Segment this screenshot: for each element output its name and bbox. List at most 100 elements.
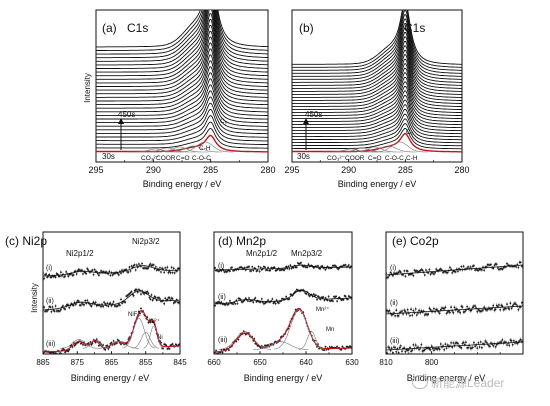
panel-a-spectrum-27 (96, 10, 268, 59)
panel-e-envelope-2 (386, 305, 523, 315)
panel-b-spectrum-21 (292, 40, 462, 92)
panel-a-spectrum-9 (96, 84, 268, 124)
panel-c-ann-ni2p12: Ni2p1/2 (66, 249, 94, 258)
panel-d-xtick-label-2: 640 (299, 358, 313, 367)
panel-b-spectrum-5 (292, 113, 462, 141)
panel-d-label: (d) Mn2p (218, 234, 266, 248)
panel-a-spectrum-14 (96, 54, 268, 106)
panel-a-spectrum-12 (96, 66, 268, 113)
panel-a-spectrum-23 (96, 10, 268, 73)
panel-a-time-end: 450s (118, 110, 135, 119)
panel-d-xtick-label-0: 660 (207, 358, 221, 367)
panel-e-xtick-label-1: 800 (425, 358, 439, 367)
panel-b-xtick-label-2: 285 (398, 165, 413, 175)
panel-d-point (351, 298, 352, 301)
panel-a-spectrum-11 (96, 72, 268, 116)
panel-b-spectrum-11 (292, 85, 462, 123)
panel-c-ann-ni2p32: Ni2p3/2 (132, 237, 160, 246)
panel-c-ann-ni2plus: Ni²⁺ (149, 318, 160, 325)
panel-b-spectrum-15 (292, 67, 462, 110)
panel-a-spectrum-8 (96, 90, 268, 127)
panel-a-component-3 (164, 145, 223, 153)
panel-b-spectrum-10 (292, 90, 462, 126)
panel-d-trace-iii: (iii) (218, 337, 227, 344)
panel-d-envelope-2 (214, 289, 352, 305)
panel-e-point (386, 311, 387, 313)
panel-b-spectrum-6 (292, 108, 462, 138)
panel-b-spectrum-22 (292, 36, 462, 89)
panel-a-comp-co: C=O (176, 155, 190, 162)
panel-b-spectrum-23 (292, 31, 462, 86)
panel-a-spectrum-13 (96, 60, 268, 109)
panel-b-time-end: 450s (305, 110, 322, 119)
panel-c-xtick-label-4: 845 (173, 358, 187, 367)
watermark-text: 新能源Leader (431, 376, 505, 390)
panel-a-spectrum-16 (96, 42, 268, 98)
panel-c-fit-3 (43, 310, 180, 353)
panel-d-fit-3 (214, 307, 352, 353)
panel-d-point (214, 301, 215, 303)
panel-e-trace-iii: (iii) (390, 338, 399, 345)
panel-b-spectrum-2 (292, 128, 462, 150)
panel-a-spectrum-2 (96, 128, 268, 149)
panel-d-trace-i: (i) (218, 263, 224, 270)
panel-c-xtick-label-1: 875 (71, 358, 85, 367)
panel-a-spectrum-21 (96, 13, 268, 80)
panel-a-component-1 (138, 147, 196, 153)
panel-a-spectrum-15 (96, 48, 268, 102)
panel-d-component-0 (274, 309, 324, 350)
panel-a-spectrum-26 (96, 10, 268, 62)
panel-b-xtick-label-3: 280 (454, 165, 469, 175)
panel-c: 885 875 865 855 845 (c) Ni2p Ni2p1/2 Ni2p3/2… (5, 231, 187, 383)
panel-e-curves (386, 260, 523, 354)
panel-b-component-2 (346, 146, 404, 153)
panel-d: 660 650 640 630 (d) Mn2p Mn2p1/2 Mn2p3/2 Mn… (207, 231, 359, 383)
panel-a-spectrum-6 (96, 102, 268, 135)
panel-c-component-1 (143, 326, 164, 349)
panel-c-label: (c) Ni2p (5, 234, 47, 248)
panel-b-spectrum-26 (292, 18, 462, 77)
panel-a-spectrum-7 (96, 96, 268, 131)
panel-c-component-5 (97, 341, 139, 349)
panel-d-curves (214, 261, 352, 354)
panel-a-spectrum-22 (96, 10, 268, 77)
panel-c-ann-nif2: NiF2 (128, 312, 141, 318)
panel-d-axis: 660 650 640 630 (207, 351, 359, 367)
panel-a-title: C1s (127, 21, 148, 35)
panel-a-xtick-label-3: 280 (260, 165, 275, 175)
panel-a-spectrum-20 (96, 19, 268, 84)
panel-a-comp-co3: CO₃²⁻ (141, 155, 160, 162)
panel-c-curves (43, 261, 180, 354)
panel-d-ann-mn2p32: Mn2p3/2 (291, 249, 323, 258)
panel-b-spectrum-4 (292, 118, 462, 144)
panel-e-frame (385, 231, 524, 355)
panel-e-point (522, 267, 523, 269)
panel-b-spectrum-19 (292, 49, 462, 98)
panel-c-point (179, 267, 180, 270)
panel-a-spectrum-28 (96, 10, 268, 55)
panel-e-axis: 810 800 (379, 351, 524, 367)
panel-a-spectrum-24 (96, 10, 268, 69)
panel-d-trace-ii: (ii) (218, 294, 226, 301)
panel-b-comp-co: C=O (368, 155, 382, 162)
panel-b-comp-c6: C₆ (406, 129, 414, 136)
panel-b-spectrum-16 (292, 63, 462, 107)
panel-b-axis: 295 290 285 280 (284, 159, 470, 175)
panel-c-component-4 (82, 339, 108, 349)
panel-b-title: C1s (404, 21, 425, 35)
panel-a-component-4 (176, 141, 234, 153)
panel-b-time-arrow (303, 118, 309, 150)
panel-c-point (179, 342, 180, 345)
panel-a-curves (96, 10, 268, 153)
panel-a-spectrum-17 (96, 36, 268, 95)
panel-c-point (179, 300, 180, 303)
panel-b-component-3 (360, 145, 417, 153)
panel-b-comp-coor: COOR (345, 155, 365, 162)
panel-c-component-0 (122, 318, 156, 349)
panel-b-spectrum-27 (292, 14, 462, 74)
panel-d-ann-mn: Mn (326, 327, 334, 333)
panel-a-time-start: 30s (102, 152, 115, 161)
panel-c-xtick-label-2: 865 (105, 358, 119, 367)
panel-b-component-1 (333, 147, 391, 153)
